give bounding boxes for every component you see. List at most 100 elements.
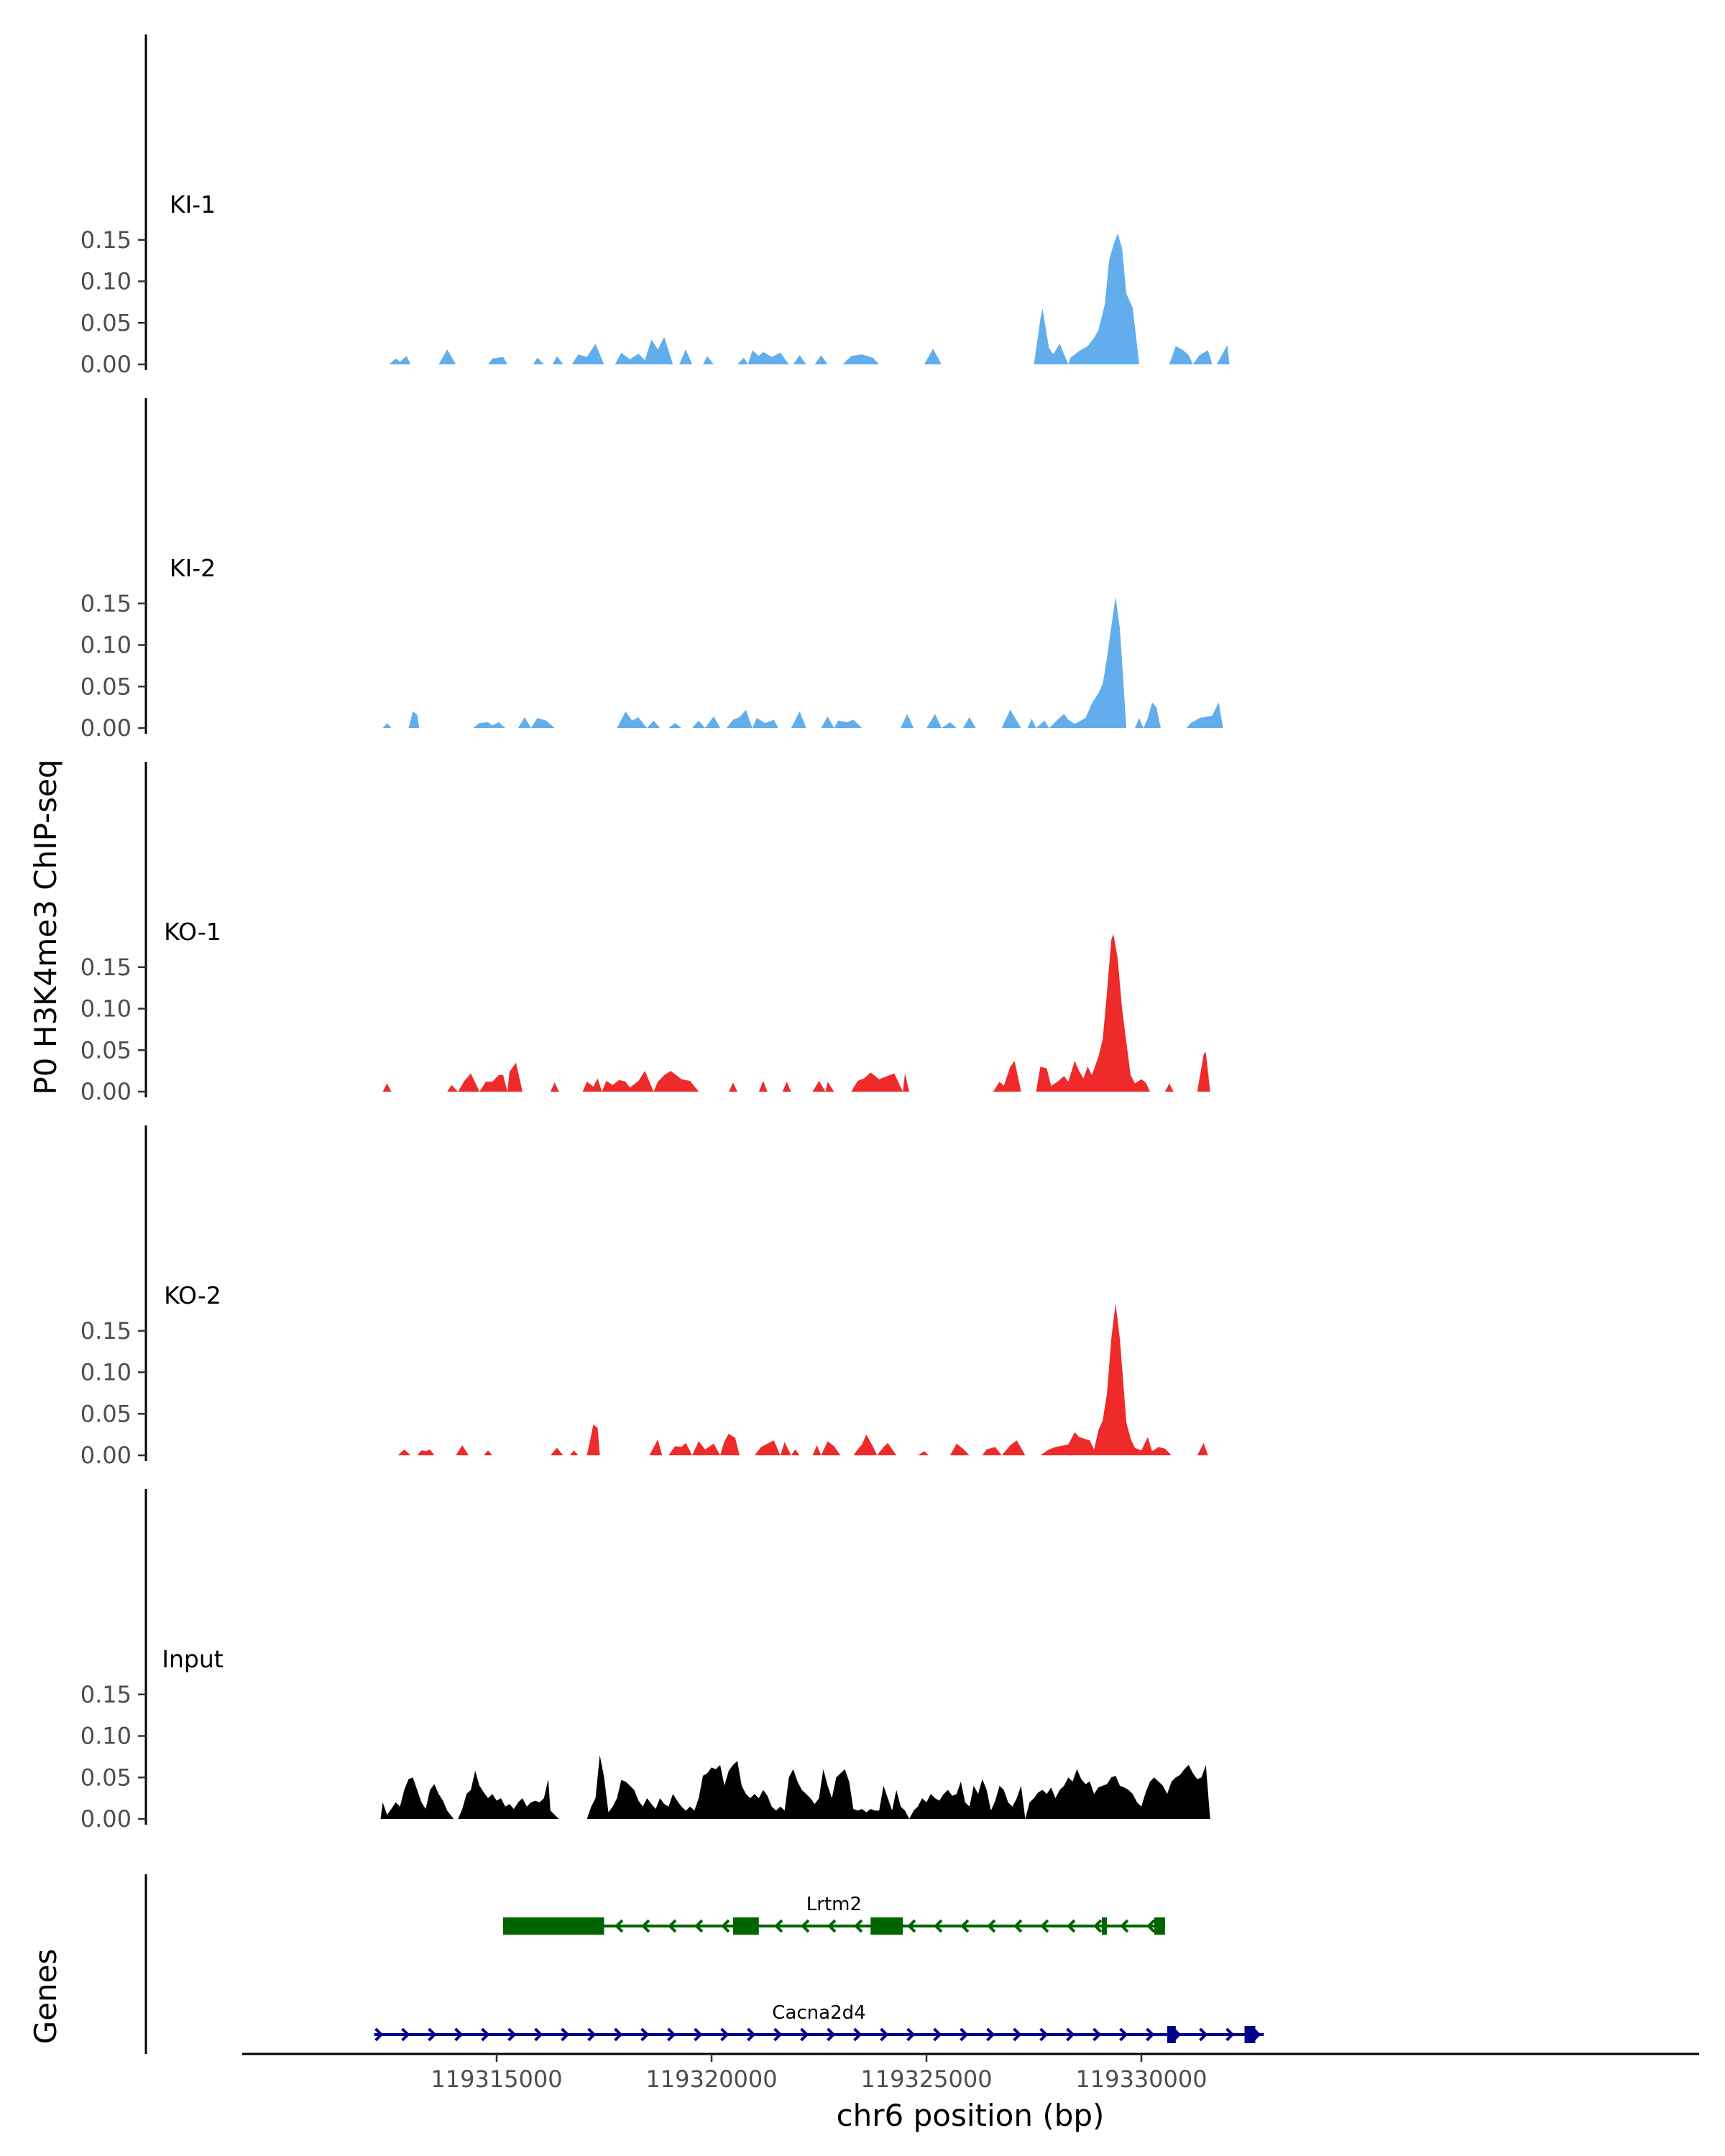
exon-block xyxy=(1154,1917,1165,1935)
y-tick-label: 0.05 xyxy=(80,1764,132,1791)
strand-arrow xyxy=(694,1919,704,1933)
strand-arrow xyxy=(933,2027,942,2042)
y-tick-label: 0.05 xyxy=(80,309,132,336)
strand-arrow xyxy=(667,2027,676,2042)
x-tick-label: 119320000 xyxy=(645,2065,777,2093)
strand-arrow xyxy=(960,2027,969,2042)
gene-track: Lrtm2 Cacna2d4 xyxy=(144,1874,1264,2054)
y-tick-label: 0.10 xyxy=(80,1723,132,1750)
strand-arrow xyxy=(987,1919,996,1933)
signal-tracks: 0.00 0.05 0.10 0.15 KI-1 0.00 0.05 0.10 0.15 KI-2… xyxy=(80,34,1230,1833)
y-tick-label: 0.15 xyxy=(80,226,132,254)
strand-arrow xyxy=(1119,2027,1128,2042)
strand-arrow xyxy=(1092,2027,1102,2042)
strand-arrow xyxy=(507,2027,517,2042)
strand-arrow xyxy=(1066,2027,1075,2042)
strand-arrow xyxy=(853,2027,862,2042)
y-tick-label: 0.00 xyxy=(80,351,132,378)
gene-label: Cacna2d4 xyxy=(772,2002,865,2024)
strand-arrow xyxy=(1146,2027,1155,2042)
strand-arrow xyxy=(854,1919,863,1933)
y-tick-label: 0.15 xyxy=(80,590,132,617)
strand-arrow xyxy=(906,2027,916,2042)
strand-arrow xyxy=(640,2027,650,2042)
strand-arrow xyxy=(720,2027,730,2042)
track-ki-2: 0.00 0.05 0.10 0.15 KI-2 xyxy=(80,398,1223,742)
strand-arrow xyxy=(561,2027,570,2042)
track-input: 0.00 0.05 0.10 0.15 Input xyxy=(80,1489,1210,1833)
x-tick-label: 119325000 xyxy=(860,2065,992,2093)
strand-arrow xyxy=(827,1919,837,1933)
strand-arrow xyxy=(1146,1919,1156,1933)
strand-arrow xyxy=(534,2027,543,2042)
strand-arrow xyxy=(800,2027,809,2042)
strand-arrow xyxy=(986,2027,995,2042)
exon-block xyxy=(1244,2026,1256,2043)
strand-arrow xyxy=(374,2027,384,2042)
strand-arrow xyxy=(694,2027,703,2042)
track-ko-1: 0.00 0.05 0.10 0.15 KO-1 xyxy=(80,762,1210,1105)
strand-arrow xyxy=(1013,2027,1022,2042)
exon-block xyxy=(870,1917,903,1935)
genes-track-title: Genes xyxy=(28,1949,63,2045)
y-tick-label: 0.00 xyxy=(80,1442,132,1469)
y-tick-label: 0.00 xyxy=(80,1805,132,1833)
strand-arrow xyxy=(481,2027,490,2042)
strand-arrow xyxy=(614,2027,623,2042)
y-tick-label: 0.15 xyxy=(80,954,132,981)
strand-arrow xyxy=(827,2027,836,2042)
y-tick-label: 0.05 xyxy=(80,1036,132,1064)
y-tick-label: 0.10 xyxy=(80,632,132,659)
gene-label: Lrtm2 xyxy=(806,1894,862,1915)
strand-arrow xyxy=(668,1919,677,1933)
track-label: KI-2 xyxy=(170,554,216,582)
strand-arrow xyxy=(454,2027,464,2042)
y-tick-label: 0.10 xyxy=(80,268,132,295)
exon-block xyxy=(502,1917,604,1935)
gene-lrtm2: Lrtm2 xyxy=(502,1894,1165,1935)
y-tick-label: 0.00 xyxy=(80,714,132,742)
exon-block xyxy=(1167,2026,1176,2043)
y-tick-label: 0.15 xyxy=(80,1681,132,1708)
y-axis-title: P0 H3K4me3 ChIP-seq xyxy=(28,759,63,1095)
track-label: KI-1 xyxy=(170,190,216,218)
y-tick-label: 0.00 xyxy=(80,1078,132,1105)
exon-block xyxy=(1101,1917,1108,1935)
strand-arrow xyxy=(1093,1919,1103,1933)
strand-arrow xyxy=(880,2027,889,2042)
strand-arrow xyxy=(774,1919,783,1933)
strand-arrow xyxy=(1067,1919,1076,1933)
y-tick-label: 0.10 xyxy=(80,995,132,1023)
strand-arrow xyxy=(1039,2027,1049,2042)
signal-area-ko-2 xyxy=(397,1303,1208,1455)
track-label: Input xyxy=(162,1645,224,1673)
strand-arrow xyxy=(721,1919,730,1933)
strand-arrow xyxy=(934,1919,943,1933)
exon-block xyxy=(732,1917,759,1935)
y-tick-label: 0.05 xyxy=(80,673,132,700)
strand-arrow xyxy=(960,1919,970,1933)
signal-area-ko-1 xyxy=(382,934,1210,1092)
strand-arrow xyxy=(747,2027,756,2042)
x-axis: 119315000 119320000 119325000 119330000 xyxy=(242,2053,1699,2093)
strand-arrow xyxy=(773,2027,783,2042)
x-tick-label: 119330000 xyxy=(1075,2065,1207,2093)
x-tick-label: 119315000 xyxy=(431,2065,562,2093)
strand-arrow xyxy=(907,1919,916,1933)
strand-arrow xyxy=(1040,1919,1049,1933)
y-tick-label: 0.05 xyxy=(80,1400,132,1427)
strand-arrow xyxy=(1013,1919,1023,1933)
y-tick-label: 0.10 xyxy=(80,1359,132,1386)
strand-arrow xyxy=(641,1919,650,1933)
signal-area-input xyxy=(380,1755,1210,1819)
track-label: KO-1 xyxy=(164,918,221,946)
track-ki-1: 0.00 0.05 0.10 0.15 KI-1 xyxy=(80,34,1230,378)
strand-arrow xyxy=(615,1919,624,1933)
gene-cacna2d4: Cacna2d4 xyxy=(374,2002,1264,2043)
strand-arrow xyxy=(801,1919,810,1933)
strand-arrow xyxy=(1199,2027,1208,2042)
y-tick-label: 0.15 xyxy=(80,1317,132,1345)
track-ko-2: 0.00 0.05 0.10 0.15 KO-2 xyxy=(80,1125,1208,1469)
